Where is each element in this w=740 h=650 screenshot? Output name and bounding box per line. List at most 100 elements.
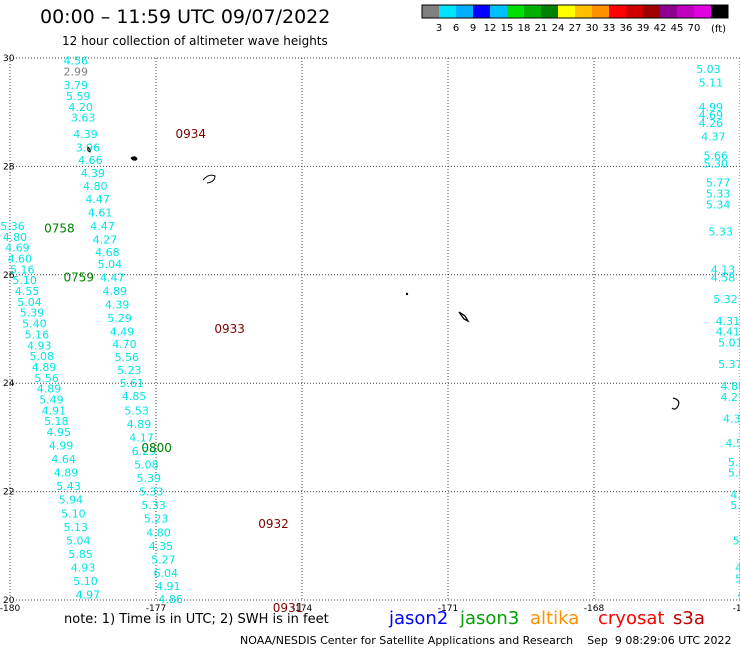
- wave-height-value: 5.08: [29, 350, 54, 363]
- wave-height-value: 5.04: [66, 534, 91, 547]
- colorbar-swatch: [660, 5, 677, 18]
- wave-height-value: 4.61: [88, 206, 113, 219]
- wave-height-value: 4.95: [47, 426, 72, 439]
- wave-height-value: 4.56: [64, 55, 89, 68]
- wave-height-value: 5.30: [704, 158, 729, 171]
- colorbar-tick-label: 27: [569, 23, 582, 34]
- x-tick-label: -180: [0, 604, 20, 614]
- wave-height-value: 4.80: [146, 526, 171, 539]
- colorbar-tick-label: 9: [470, 23, 476, 34]
- time-label: 0934: [175, 127, 206, 141]
- y-tick-label: 22: [3, 488, 14, 498]
- wave-height-value: 5.34: [706, 198, 731, 211]
- wave-height-value: 5.23: [144, 513, 169, 526]
- wave-height-value: 5.08: [134, 459, 159, 472]
- colorbar-tick-label: 6: [453, 23, 459, 34]
- chart-title: 00:00 – 11:59 UTC 09/07/2022: [40, 6, 331, 28]
- wave-height-value: 4.64: [51, 453, 76, 466]
- wave-height-value: 6.29: [132, 445, 157, 458]
- wave-height-value: 5.39: [137, 472, 162, 485]
- y-tick-label: 30: [3, 54, 15, 64]
- time-label: 0933: [214, 322, 245, 336]
- colorbar-swatch: [439, 5, 456, 18]
- island-outline: [130, 156, 138, 161]
- wave-height-value: 4.86: [158, 593, 183, 606]
- colorbar-tick-label: 24: [552, 23, 565, 34]
- wave-height-value: 4.95: [730, 488, 740, 501]
- wave-height-value: 5.16: [25, 328, 49, 341]
- wave-height-value: 4.39: [105, 299, 129, 312]
- colorbar-tick-label: 36: [620, 23, 633, 34]
- wave-height-value: 4.89: [127, 418, 152, 431]
- island-outline: [671, 397, 680, 410]
- wave-height-value: 5.56: [34, 372, 59, 385]
- wave-height-value: 4.93: [71, 561, 96, 574]
- satellite-legend-jason2: jason2: [389, 608, 449, 629]
- wave-height-value: 4.85: [122, 390, 147, 403]
- wave-height-value: 4.80: [83, 180, 108, 193]
- x-tick-label: -16: [733, 604, 740, 614]
- wave-height-value: 5.11: [699, 76, 724, 89]
- wave-height-value: 5.66: [704, 150, 729, 163]
- wave-height-value: 4.93: [27, 339, 52, 352]
- coastlines: [87, 146, 680, 410]
- wave-height-value: 4.47: [85, 193, 110, 206]
- wave-height-value: 4.39: [81, 167, 106, 180]
- colorbar-swatch: [677, 5, 694, 18]
- wave-height-value: 3.63: [71, 112, 96, 125]
- wave-height-value: 5.33: [706, 188, 731, 201]
- colorbar-swatch: [507, 5, 524, 18]
- wave-height-value: 5.09: [728, 467, 740, 480]
- time-label: 0759: [64, 271, 95, 285]
- time-label: 0932: [258, 517, 289, 531]
- footer-credit: NOAA/NESDIS Center for Satellite Applica…: [240, 634, 732, 647]
- colorbar-swatch: [490, 5, 507, 18]
- wave-height-value: 4.66: [78, 154, 103, 167]
- wave-height-value: 4.26: [699, 117, 724, 130]
- wave-height-value: 4.47: [90, 220, 115, 233]
- wave-height-value: 2.99: [64, 66, 89, 79]
- wave-height-value: 4.69: [5, 242, 30, 255]
- wave-height-value: 5.32: [728, 456, 740, 469]
- colorbar-swatch: [592, 5, 609, 18]
- track-values: 4.562.993.795.594.203.634.393.964.664.39…: [0, 55, 740, 606]
- wave-height-value: 4.89: [32, 361, 57, 374]
- colorbar-swatch: [626, 5, 643, 18]
- time-labels: 0934093309320931075807590800081308120812…: [44, 127, 304, 615]
- colorbar-tick-label: 3: [436, 23, 442, 34]
- wave-height-value: 5.04: [17, 296, 42, 309]
- wave-height-value: 5.23: [117, 364, 142, 377]
- wave-height-value: 4.99: [699, 101, 724, 114]
- wave-height-value: 5.56: [115, 351, 140, 364]
- wave-height-value: 5.36: [0, 220, 25, 233]
- colorbar-tick-label: 42: [654, 23, 667, 34]
- wave-height-value: 4.91: [42, 404, 66, 417]
- colorbar-tick-label: 21: [535, 23, 548, 34]
- colorbar-tick-label: 15: [501, 23, 514, 34]
- colorbar-swatch: [541, 5, 558, 18]
- colorbar-tick-label: 18: [518, 23, 531, 34]
- wave-height-value: 4.88: [721, 380, 740, 393]
- island-outline: [87, 146, 91, 153]
- wave-height-value: 5.10: [73, 575, 98, 588]
- wave-height-value: 5.53: [124, 404, 149, 417]
- time-label: 0931: [273, 601, 304, 615]
- wave-height-value: 5.85: [68, 548, 93, 561]
- wave-height-value: 5.01: [718, 337, 740, 350]
- wave-height-value: 4.39: [73, 128, 98, 141]
- wave-height-value: 5.32: [713, 293, 738, 306]
- wave-height-value: 4.58: [711, 272, 736, 285]
- axes: -180 -177 -174 -171 -168 -16 30 28 26 24 22 20: [0, 54, 740, 614]
- wave-height-value: 5.27: [151, 553, 176, 566]
- wave-height-value: 4.69: [699, 109, 724, 122]
- wave-height-value: 5.43: [56, 480, 81, 493]
- colorbar-swatch: [711, 5, 728, 18]
- colorbar-swatch: [575, 5, 592, 18]
- wave-height-value: 4.27: [721, 391, 740, 404]
- wave-height-value: 4.80: [3, 231, 28, 244]
- colorbar-swatch: [609, 5, 626, 18]
- wave-height-value: 4.60: [8, 253, 33, 266]
- wave-height-value: 5.04: [98, 258, 123, 271]
- x-tick-label: -174: [292, 604, 313, 614]
- wave-height-value: 5.59: [66, 90, 91, 103]
